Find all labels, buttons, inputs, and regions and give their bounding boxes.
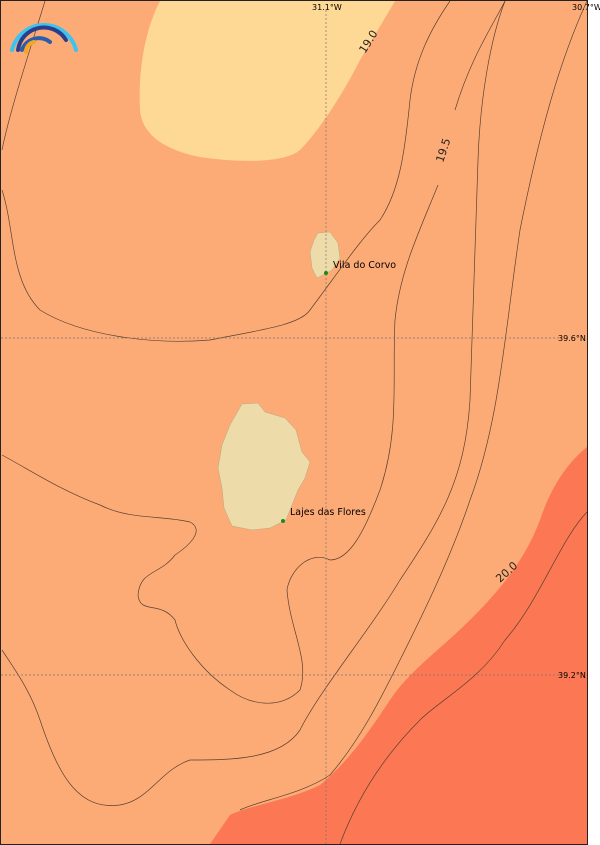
graticule bbox=[1, 10, 560, 844]
place-label: Lajes das Flores bbox=[290, 507, 366, 518]
longitude-label: 31.1°W bbox=[312, 3, 342, 12]
contour-lines bbox=[1, 0, 588, 845]
band-high bbox=[210, 447, 587, 844]
latitude-label: 39.2°N bbox=[558, 671, 586, 680]
town-marker bbox=[281, 519, 285, 523]
longitude-label: 30.7°W bbox=[572, 3, 600, 12]
band-low bbox=[139, 1, 395, 161]
rainbow-arcs-logo bbox=[10, 23, 78, 54]
island-flores bbox=[217, 402, 311, 531]
latitude-label: 39.6°N bbox=[558, 334, 586, 343]
place-label: Vila do Corvo bbox=[333, 260, 396, 271]
town-marker bbox=[324, 271, 328, 275]
